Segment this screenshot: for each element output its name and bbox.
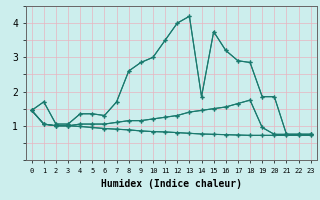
X-axis label: Humidex (Indice chaleur): Humidex (Indice chaleur) — [101, 179, 242, 189]
